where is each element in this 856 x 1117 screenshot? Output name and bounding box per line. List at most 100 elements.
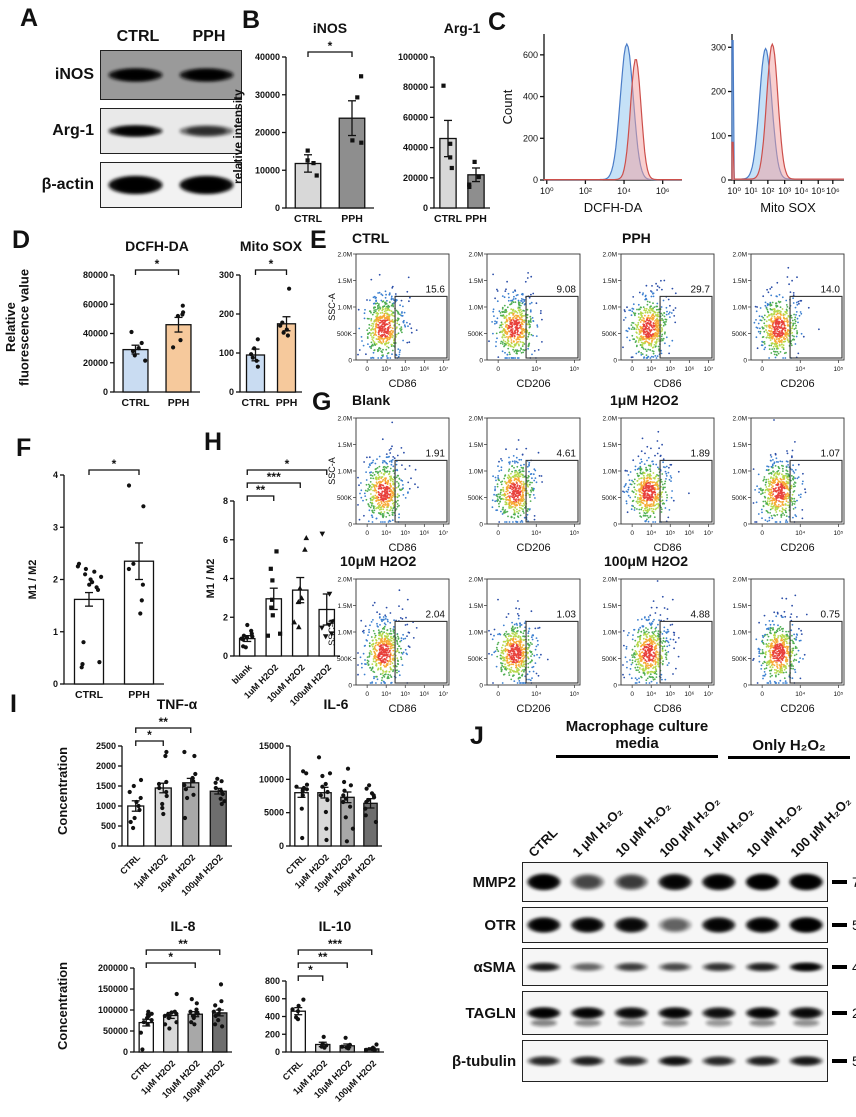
group-title-ctrl: CTRL [352, 230, 390, 246]
bar-chart-dcfh-da: DCFH-DA 0 20000 40000 60000 80000 CTRL PPH * [72, 238, 206, 412]
svg-text:0: 0 [348, 522, 352, 529]
svg-text:500K: 500K [337, 495, 353, 502]
svg-text:40000: 40000 [255, 52, 280, 62]
svg-text:10⁰: 10⁰ [540, 186, 554, 196]
kd-marker: 25 kD [828, 1005, 856, 1021]
svg-text:1.0M: 1.0M [469, 305, 483, 312]
group-title-10um: 10μM H2O2 [340, 553, 417, 569]
svg-text:10⁴: 10⁴ [531, 530, 541, 537]
svg-text:CD206: CD206 [516, 542, 550, 554]
lane-header-pph: PPH [192, 28, 226, 45]
svg-text:30000: 30000 [255, 90, 280, 100]
svg-text:CTRL: CTRL [122, 397, 151, 409]
svg-text:CD206: CD206 [516, 378, 550, 390]
svg-text:1.0M: 1.0M [733, 305, 747, 312]
svg-text:10⁴: 10⁴ [381, 366, 391, 373]
flow-scatter-1um-cd86: 0 500K 1.0M 1.5M 2.0M 0 10⁴ 10⁵ 10⁶ 10⁷ 1.89 CD86 [593, 410, 719, 554]
svg-text:1.5M: 1.5M [733, 278, 747, 285]
flow-scatter-pph-cd86: 0 500K 1.0M 1.5M 2.0M 0 10⁴ 10⁵ 10⁶ 10⁷ 29.7 CD86 [593, 246, 719, 390]
bar-chart-il10: IL-10 0 200 400 600 800 CTRL 1μM H2O2 10μM H2O2 1… [252, 918, 390, 1116]
svg-text:1.0M: 1.0M [338, 305, 352, 312]
svg-text:2: 2 [223, 612, 228, 622]
bar-chart-il8: IL-8 0 50000 100000 150000 200000 CTRL 1μM H2O2… [84, 918, 238, 1116]
panel-j-lane-labels: CTRL 1 μM H₂O₂ 10 μM H₂O₂ 100 μM H₂O₂ 1 μM H… [522, 756, 854, 860]
blot-row-αSMA: αSMA40 kD [452, 948, 856, 986]
svg-text:Mito SOX: Mito SOX [240, 238, 303, 254]
svg-text:1.5M: 1.5M [733, 442, 747, 449]
svg-text:60000: 60000 [403, 112, 428, 122]
svg-text:2.0M: 2.0M [469, 252, 483, 259]
svg-text:2.0M: 2.0M [603, 416, 617, 423]
svg-text:SSC-A: SSC-A [328, 293, 337, 321]
svg-text:0: 0 [721, 175, 726, 185]
svg-text:10⁷: 10⁷ [439, 530, 449, 537]
svg-text:10⁴: 10⁴ [381, 530, 391, 537]
svg-text:blank: blank [230, 662, 254, 686]
svg-text:10⁴: 10⁴ [381, 691, 391, 698]
svg-text:1.5M: 1.5M [338, 278, 352, 285]
svg-text:0: 0 [760, 366, 764, 373]
svg-text:10⁰: 10⁰ [727, 186, 741, 196]
svg-text:3: 3 [53, 522, 58, 532]
svg-text:2.0M: 2.0M [733, 416, 747, 423]
svg-text:100: 100 [711, 131, 726, 141]
svg-text:10⁵: 10⁵ [569, 530, 579, 537]
svg-text:200: 200 [523, 133, 538, 143]
svg-text:CTRL: CTRL [294, 213, 323, 225]
svg-text:10⁵: 10⁵ [569, 366, 579, 373]
panel-i-ylabel-bottom: Concentration [55, 961, 70, 1051]
svg-text:2: 2 [53, 575, 58, 585]
svg-text:10⁴: 10⁴ [795, 366, 805, 373]
bar-chart-m1m2-pph: 0 1 2 3 4 CTRL PPH * M1 / M2 [26, 450, 170, 704]
svg-text:M1 / M2: M1 / M2 [205, 559, 217, 599]
flow-scatter-1um-cd206: 0 500K 1.0M 1.5M 2.0M 0 10⁴ 10⁵ 1.07 CD206 [723, 410, 849, 554]
panel-j-header-macrophage: Macrophage culture media [556, 718, 718, 758]
svg-text:500K: 500K [732, 331, 748, 338]
svg-text:0: 0 [630, 530, 634, 537]
svg-text:500K: 500K [468, 495, 484, 502]
svg-text:1.0M: 1.0M [733, 469, 747, 476]
blot-row-iNOS: iNOS [16, 50, 242, 100]
svg-text:10⁴: 10⁴ [531, 366, 541, 373]
flow-scatter-10um-cd206: 0 500K 1.0M 1.5M 2.0M 0 10⁴ 10⁵ 1.03 CD206 [459, 571, 585, 715]
svg-text:10⁴: 10⁴ [794, 186, 808, 196]
svg-text:0: 0 [630, 366, 634, 373]
svg-text:2.0M: 2.0M [469, 416, 483, 423]
group-title-blank: Blank [352, 392, 391, 408]
svg-text:CD86: CD86 [653, 378, 681, 390]
kd-marker: 40 kD [828, 959, 856, 975]
svg-text:M1 / M2: M1 / M2 [27, 560, 39, 600]
svg-text:10⁵: 10⁵ [811, 186, 825, 196]
svg-text:500K: 500K [468, 331, 484, 338]
svg-text:10³: 10³ [778, 186, 791, 196]
blot-row-OTR: OTR55 kD [452, 907, 856, 943]
svg-text:80000: 80000 [403, 82, 428, 92]
svg-text:1.0M: 1.0M [469, 469, 483, 476]
svg-text:300: 300 [711, 42, 726, 52]
svg-text:PPH: PPH [276, 397, 298, 409]
kd-marker: 55 kD [828, 1053, 856, 1069]
svg-text:10⁴: 10⁴ [646, 366, 656, 373]
svg-text:2.0M: 2.0M [338, 416, 352, 423]
svg-text:10⁵: 10⁵ [665, 530, 675, 537]
panel-b-ylabel: relative intensity [231, 89, 245, 185]
svg-text:15.6: 15.6 [426, 284, 446, 295]
svg-text:29.7: 29.7 [691, 284, 711, 295]
svg-text:Count: Count [500, 89, 515, 124]
svg-text:6: 6 [223, 535, 228, 545]
svg-text:1.5M: 1.5M [338, 442, 352, 449]
svg-text:10⁵: 10⁵ [400, 691, 410, 698]
panel-j-western-blot: MMP270 kD OTR55 kD αSMA40 kD TAGLN25 kD β-tu… [452, 862, 856, 1087]
svg-text:1.0M: 1.0M [603, 469, 617, 476]
svg-text:0: 0 [479, 358, 483, 365]
blot-row-Arg-1: Arg-1 [16, 108, 242, 154]
panel-f-label: F [16, 434, 32, 462]
svg-text:2.0M: 2.0M [338, 577, 352, 584]
svg-text:1.07: 1.07 [821, 448, 841, 459]
kd-marker: 55 kD [828, 917, 856, 933]
panel-d-label: D [12, 226, 31, 254]
kd-marker: 70 kD [828, 874, 856, 890]
svg-text:10⁶: 10⁶ [419, 366, 429, 373]
svg-text:0: 0 [53, 679, 58, 689]
bar-chart-tnfa: TNF-α 0 500 1000 1500 2000 2500 CTRL 1μM H2O2 10μ… [84, 696, 238, 910]
